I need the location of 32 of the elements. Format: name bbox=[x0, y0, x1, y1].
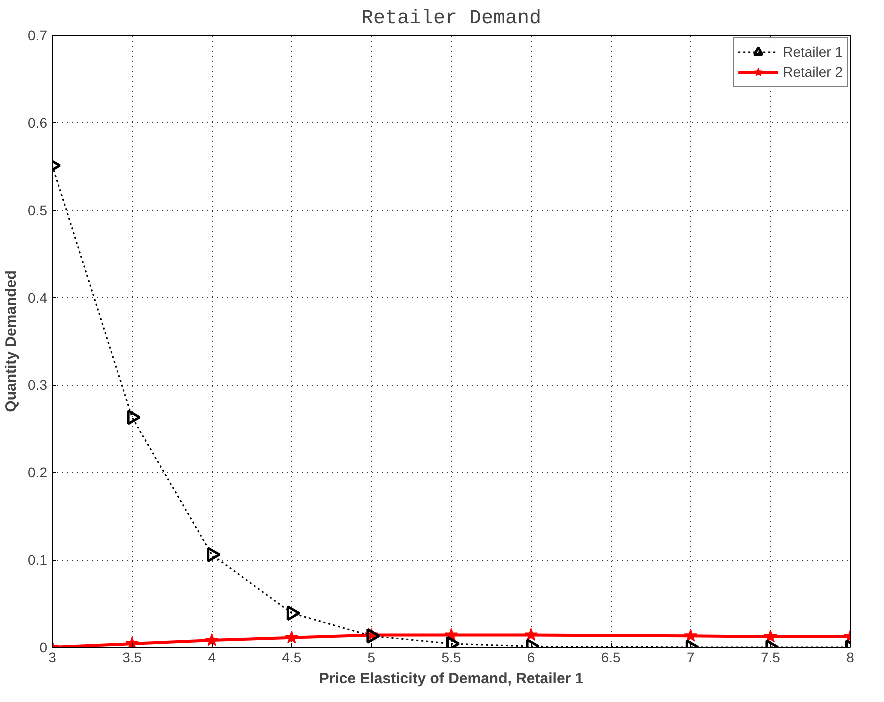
y-tick-label: 0.3 bbox=[28, 377, 48, 394]
point bbox=[684, 629, 698, 642]
y-tick-label: 0.6 bbox=[28, 114, 48, 131]
chart-title: Retailer Demand bbox=[361, 8, 542, 30]
x-tick-label: 5.5 bbox=[442, 650, 462, 666]
y-tick-label: 0.5 bbox=[28, 202, 48, 218]
legend-label: Retailer 1 bbox=[783, 44, 843, 60]
point bbox=[286, 606, 301, 622]
point bbox=[764, 630, 778, 643]
x-tick-label: 6 bbox=[527, 650, 536, 666]
point bbox=[127, 410, 142, 426]
y-tick-label: 0.2 bbox=[28, 464, 48, 481]
x-tick-label: 3.5 bbox=[122, 650, 142, 666]
y-axis-title: Quantity Demanded bbox=[3, 270, 20, 412]
x-tick-label: 8 bbox=[846, 650, 855, 666]
x-tick-label: 7.5 bbox=[760, 650, 781, 666]
point bbox=[207, 547, 221, 563]
x-tick-label: 4.5 bbox=[282, 650, 302, 666]
legend-label: Retailer 2 bbox=[783, 64, 843, 80]
x-axis-title: Price Elasticity of Demand, Retailer 1 bbox=[319, 670, 584, 688]
x-tick-label: 4 bbox=[208, 650, 216, 666]
y-tick-label: 0 bbox=[40, 640, 48, 656]
x-tick-label: 5 bbox=[368, 650, 376, 666]
x-tick-label: 6.5 bbox=[601, 650, 622, 666]
y-tick-label: 0.1 bbox=[28, 552, 48, 568]
x-tick-label: 7 bbox=[687, 650, 696, 666]
point bbox=[524, 628, 538, 642]
y-tick-label: 0.4 bbox=[28, 290, 48, 306]
x-tick-label: 3 bbox=[48, 650, 57, 666]
point bbox=[366, 628, 380, 644]
y-tick-label: 0.7 bbox=[28, 28, 48, 44]
point bbox=[285, 630, 299, 644]
